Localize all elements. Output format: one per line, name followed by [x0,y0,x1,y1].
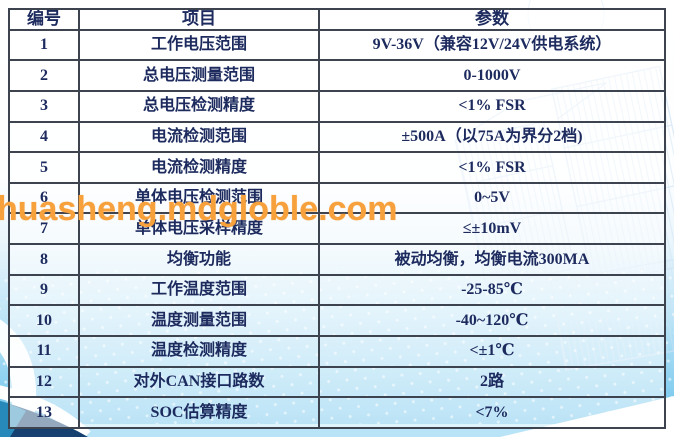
table-row: 10 温度测量范围 -40~120℃ [8,304,666,337]
cell-number: 5 [8,151,80,184]
cell-number: 4 [8,120,80,154]
table-row: 4 电流检测范围 ±500A（以75A为界分2档) [8,120,666,154]
cell-number: 10 [8,304,80,337]
cell-item: 单体电压检测范围 [78,181,320,215]
table-row: 13 SOC估算精度 <7% [8,396,666,429]
cell-number: 1 [8,28,80,62]
cell-item: 工作温度范围 [78,273,320,307]
cell-param: <1% FSR [318,151,666,184]
cell-param: -40~120℃ [318,304,666,337]
header-cell-item: 项目 [78,8,320,31]
cell-number: 13 [8,396,80,429]
table-row: 1 工作电压范围 9V-36V（兼容12V/24V供电系统） [8,28,666,62]
cell-param: 9V-36V（兼容12V/24V供电系统） [318,28,666,62]
table-row: 3 总电压检测精度 <1% FSR [8,89,666,123]
header-cell-param: 参数 [318,8,666,31]
cell-number: 6 [8,181,80,215]
cell-param: 0~5V [318,181,666,215]
cell-number: 11 [8,334,80,368]
cell-item: 工作电压范围 [78,28,320,62]
table-header-row: 编号 项目 参数 [8,8,666,31]
cell-number: 12 [8,365,80,399]
cell-item: SOC估算精度 [78,396,320,429]
table-row: 7 单体电压采样精度 ≤±10mV [8,212,666,246]
watermark-text: huasheng.mdgloble.com [0,190,398,228]
cell-number: 8 [8,243,80,276]
table-row: 8 均衡功能 被动均衡，均衡电流300MA [8,243,666,276]
cell-param: <1% FSR [318,89,666,123]
cell-item: 总电压检测精度 [78,89,320,123]
cell-param: 2路 [318,365,666,399]
table-row: 12 对外CAN接口路数 2路 [8,365,666,399]
table-row: 11 温度检测精度 <±1℃ [8,334,666,368]
cell-item: 单体电压采样精度 [78,212,320,246]
cell-item: 电流检测范围 [78,120,320,154]
cell-item: 温度检测精度 [78,334,320,368]
cell-number: 2 [8,59,80,92]
cell-item: 总电压测量范围 [78,59,320,92]
table-row: 9 工作温度范围 -25-85℃ [8,273,666,307]
cell-param: 0-1000V [318,59,666,92]
cell-number: 9 [8,273,80,307]
header-cell-number: 编号 [8,8,80,31]
table-row: 2 总电压测量范围 0-1000V [8,59,666,92]
cell-param: <±1℃ [318,334,666,368]
cell-param: <7% [318,396,666,429]
table-row: 5 电流检测精度 <1% FSR [8,151,666,184]
cell-item: 均衡功能 [78,243,320,276]
table-row: 6 单体电压检测范围 0~5V [8,181,666,215]
spec-table: 编号 项目 参数 1 工作电压范围 9V-36V（兼容12V/24V供电系统） 2 总电… [8,8,666,429]
cell-param: 被动均衡，均衡电流300MA [318,243,666,276]
cell-item: 对外CAN接口路数 [78,365,320,399]
cell-number: 3 [8,89,80,123]
cell-param: -25-85℃ [318,273,666,307]
cell-item: 电流检测精度 [78,151,320,184]
cell-number: 7 [8,212,80,246]
cell-item: 温度测量范围 [78,304,320,337]
cell-param: ≤±10mV [318,212,666,246]
cell-param: ±500A（以75A为界分2档) [318,120,666,154]
